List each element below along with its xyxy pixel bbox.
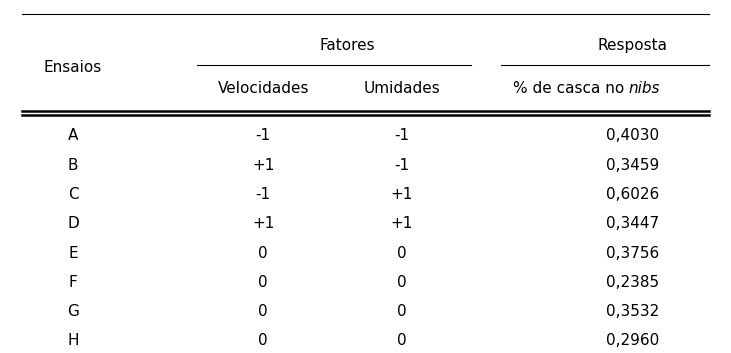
Text: C: C (68, 187, 78, 202)
Text: G: G (67, 304, 79, 319)
Text: nibs: nibs (629, 81, 660, 96)
Text: 0,3447: 0,3447 (606, 216, 659, 231)
Text: E: E (68, 246, 78, 261)
Text: 0: 0 (258, 246, 268, 261)
Text: +1: +1 (391, 216, 413, 231)
Text: 0,4030: 0,4030 (606, 128, 659, 143)
Text: 0,3459: 0,3459 (606, 158, 659, 173)
Text: 0,2960: 0,2960 (606, 334, 659, 348)
Text: 0: 0 (397, 334, 407, 348)
Text: 0: 0 (258, 304, 268, 319)
Text: Ensaios: Ensaios (44, 60, 102, 74)
Text: +1: +1 (252, 158, 274, 173)
Text: F: F (69, 275, 77, 290)
Text: 0: 0 (397, 246, 407, 261)
Text: -1: -1 (395, 128, 409, 143)
Text: 0,3756: 0,3756 (606, 246, 659, 261)
Text: -1: -1 (256, 128, 270, 143)
Text: B: B (68, 158, 78, 173)
Text: Umidades: Umidades (364, 81, 440, 96)
Text: 0: 0 (397, 304, 407, 319)
Text: H: H (67, 334, 79, 348)
Text: -1: -1 (256, 187, 270, 202)
Text: 0: 0 (397, 275, 407, 290)
Text: 0: 0 (258, 275, 268, 290)
Text: D: D (67, 216, 79, 231)
Text: 0,3532: 0,3532 (606, 304, 659, 319)
Text: 0,2385: 0,2385 (606, 275, 659, 290)
Text: Resposta: Resposta (597, 38, 667, 53)
Text: -1: -1 (395, 158, 409, 173)
Text: % de casca no: % de casca no (512, 81, 629, 96)
Text: +1: +1 (252, 216, 274, 231)
Text: Fatores: Fatores (319, 38, 375, 53)
Text: 0,6026: 0,6026 (606, 187, 659, 202)
Text: Velocidades: Velocidades (217, 81, 309, 96)
Text: +1: +1 (391, 187, 413, 202)
Text: A: A (68, 128, 78, 143)
Text: 0: 0 (258, 334, 268, 348)
